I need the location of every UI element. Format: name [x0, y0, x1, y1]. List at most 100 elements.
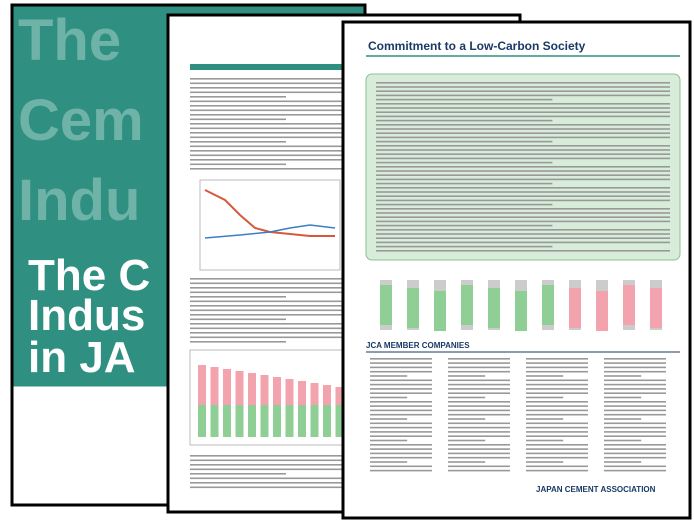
text-line: [448, 366, 510, 369]
bar-segment: [542, 285, 554, 325]
text-line: [448, 392, 510, 394]
text-line: [190, 141, 286, 143]
text-line: [370, 392, 432, 394]
text-line: [190, 114, 350, 116]
text-line: [526, 422, 588, 425]
bar-segment: [434, 291, 446, 331]
text-line: [370, 465, 432, 468]
text-line: [526, 392, 588, 394]
text-line: [190, 482, 350, 484]
text-line: [448, 448, 510, 450]
bar-segment: [310, 405, 319, 437]
text-line: [604, 413, 666, 416]
text-line: [376, 195, 670, 197]
text-line: [376, 132, 670, 134]
text-line: [370, 409, 432, 412]
text-line: [376, 199, 670, 202]
text-line: [526, 409, 588, 412]
bar-segment: [335, 405, 344, 437]
text-line: [190, 323, 350, 325]
text-line: [448, 461, 486, 463]
text-line: [190, 459, 350, 462]
text-line: [370, 401, 432, 403]
bar-segment: [488, 288, 500, 328]
text-line: [604, 388, 666, 390]
text-line: [190, 87, 350, 89]
text-line: [190, 464, 350, 466]
text-line: [370, 375, 408, 377]
footer-org: JAPAN CEMENT ASSOCIATION: [536, 485, 656, 494]
text-line: [376, 241, 670, 244]
heading-bar: [190, 64, 350, 70]
text-line: [604, 435, 666, 437]
text-line: [190, 332, 350, 334]
text-line: [376, 161, 553, 164]
text-line: [376, 124, 670, 126]
text-line: [370, 383, 432, 386]
text-line: [526, 418, 564, 420]
text-line: [376, 136, 670, 139]
text-line: [190, 318, 286, 321]
text-line: [376, 94, 670, 97]
text-line: [604, 375, 642, 377]
text-line: [190, 455, 350, 457]
text-line: [604, 401, 666, 403]
bar-segment: [596, 291, 608, 331]
text-line: [604, 431, 666, 433]
text-line: [376, 111, 670, 113]
text-line: [190, 132, 350, 134]
bar-segment: [380, 285, 392, 325]
text-line: [604, 379, 666, 382]
text-line: [376, 229, 670, 231]
text-line: [370, 405, 432, 407]
bar-segment: [273, 405, 281, 437]
text-line: [526, 456, 588, 459]
text-lines: [190, 78, 350, 489]
text-line: [376, 157, 670, 160]
bar-segment: [198, 365, 206, 405]
text-line: [604, 452, 666, 455]
text-line: [190, 109, 350, 112]
text-line: [526, 413, 588, 416]
text-line: [370, 366, 432, 369]
text-line: [376, 237, 670, 239]
text-line: [376, 187, 670, 189]
text-line: [376, 153, 670, 155]
chart-line: [204, 189, 335, 237]
bar-segment: [298, 381, 306, 405]
text-line: [604, 366, 666, 369]
text-line: [370, 461, 408, 463]
text-line: [190, 282, 350, 285]
front-page: Commitment to a Low-Carbon Society JCA M…: [341, 20, 692, 520]
text-line: [448, 362, 510, 364]
bar-segment: [198, 405, 206, 437]
text-line: [526, 426, 588, 429]
text-line: [190, 91, 350, 94]
bar-segment: [298, 405, 306, 437]
bar-segment: [260, 375, 269, 405]
text-line: [376, 250, 670, 252]
text-line: [376, 128, 670, 130]
text-line: [376, 98, 553, 101]
text-line: [376, 233, 670, 235]
text-line: [604, 418, 642, 420]
text-line: [604, 469, 666, 472]
bar-segment: [461, 285, 473, 325]
text-line: [376, 166, 670, 168]
text-line: [370, 452, 432, 455]
text-line: [190, 291, 350, 294]
bar-chart: [198, 365, 344, 437]
text-line: [526, 444, 588, 446]
text-line: [190, 314, 350, 316]
text-line: [604, 439, 642, 442]
bar-segment: [248, 405, 256, 437]
text-line: [526, 383, 588, 386]
text-line: [370, 469, 432, 472]
cover-faded-text: The: [18, 8, 121, 73]
text-line: [370, 426, 432, 429]
text-line: [370, 448, 432, 450]
text-line: [448, 431, 510, 433]
cover-title: Indus: [28, 291, 145, 340]
